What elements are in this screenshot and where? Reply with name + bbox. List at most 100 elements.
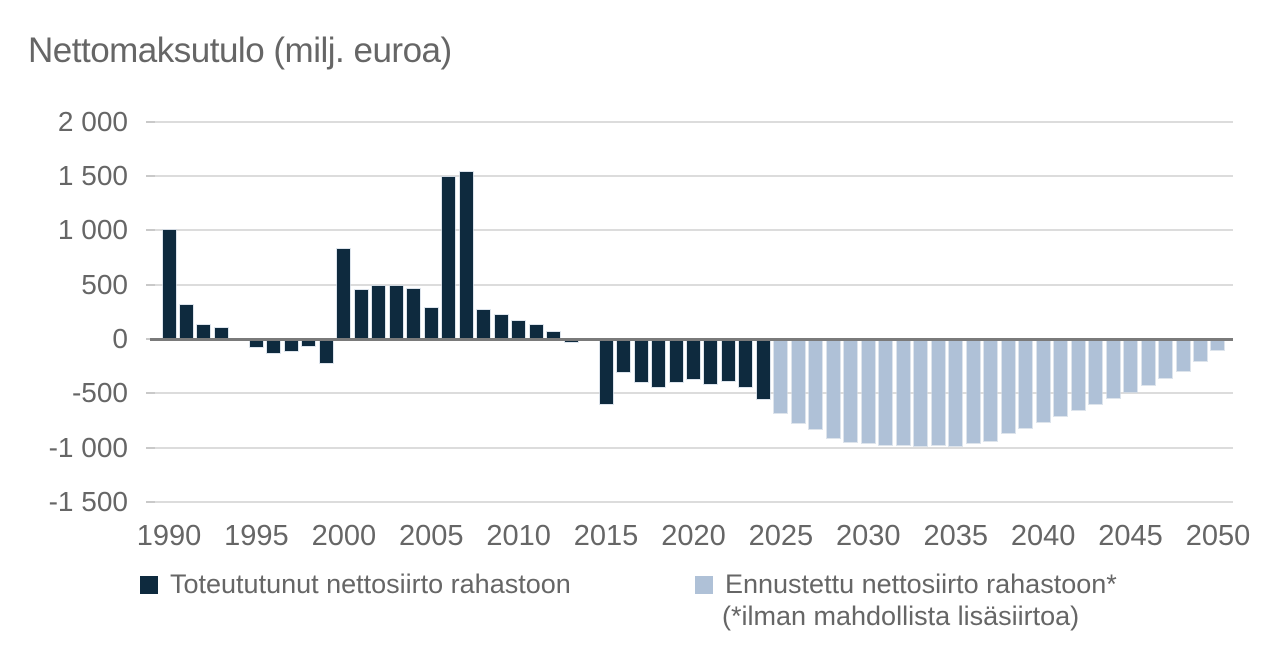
bar-1999 [319,339,333,364]
gridline--1500 [150,500,1233,503]
x-tick-label-2030: 2030 [836,520,901,552]
bar-2022 [721,339,735,382]
y-tick-label--500: -500 [71,377,128,409]
bar-2044 [1106,339,1120,399]
bar-1990 [162,230,176,339]
x-tick-label-2000: 2000 [311,520,377,552]
x-tick-label-2010: 2010 [486,520,551,552]
bar-2009 [494,315,508,339]
x-tick-label-1995: 1995 [224,520,289,552]
bar-2035 [949,339,963,446]
bar-2007 [459,171,473,339]
x-tick-label-2020: 2020 [661,520,726,552]
bar-2049 [1193,339,1207,362]
bar-2011 [529,324,543,339]
y-tick-label-2000: 2 000 [57,105,128,137]
x-tick-label-2015: 2015 [573,520,639,552]
bar-2040 [1036,339,1050,422]
y-tick-label-1500: 1 500 [57,160,128,192]
bar-2016 [617,339,631,372]
bar-2028 [826,339,840,439]
bar-2026 [791,339,805,424]
bar-2010 [512,320,526,339]
legend-label-actual: Toteututunut nettosiirto rahastoon [170,569,571,599]
x-tick-label-1990: 1990 [136,520,202,552]
bar-1993 [214,328,228,339]
bar-2042 [1071,339,1085,411]
bar-2021 [704,339,718,385]
bar-2004 [407,288,421,339]
bar-2012 [547,332,561,339]
legend-item-actual: Toteututunut nettosiirto rahastoon [140,569,571,600]
y-tick-mark-1500 [146,175,155,178]
gridline-500 [150,283,1233,286]
legend-item-forecast: Ennustettu nettosiirto rahastoon* [695,569,1117,600]
x-tick-label-2035: 2035 [923,520,988,552]
gridline--500 [150,392,1233,395]
y-tick-label-0: 0 [112,323,128,354]
y-tick-label-1000: 1 000 [57,214,128,246]
legend-swatch-actual [140,575,158,594]
bar-2034 [931,339,945,446]
bar-2038 [1001,339,1015,434]
bar-2043 [1089,339,1103,405]
y-tick-mark--1500 [146,500,155,503]
bar-2017 [634,339,648,382]
bar-1998 [302,339,316,346]
bar-2000 [337,249,351,339]
bar-2039 [1019,339,1033,429]
x-tick-label-2050: 2050 [1185,520,1251,552]
legend-label-forecast: Ennustettu nettosiirto rahastoon* [725,569,1117,599]
bar-2041 [1054,339,1068,416]
bar-2048 [1176,339,1190,372]
bar-1997 [284,339,298,351]
gridline-2000 [150,120,1233,123]
bar-2019 [669,339,683,382]
bar-2023 [739,339,753,387]
x-tick-label-2040: 2040 [1010,520,1076,552]
bar-2015 [599,339,613,405]
bar-2033 [914,339,928,446]
bar-1992 [197,324,211,339]
bar-2036 [966,339,980,443]
bar-2031 [879,339,893,445]
bar-2008 [477,309,491,339]
x-tick-label-2045: 2045 [1098,520,1163,552]
chart-title: Nettomaksutulo (milj. euroa) [28,31,452,70]
bar-2050 [1211,339,1225,351]
y-tick-label--1500: -1 500 [48,485,128,517]
bar-2046 [1141,339,1155,386]
y-tick-mark-1000 [146,229,155,232]
bar-2047 [1159,339,1173,379]
bar-2027 [809,339,823,430]
legend-swatch-forecast [695,575,713,594]
bar-2003 [389,285,403,339]
bar-2006 [442,177,456,339]
y-tick-label-500: 500 [81,268,128,300]
gridline--1000 [150,446,1233,449]
y-tick-mark-500 [146,283,155,286]
zero-axis-line [150,338,1233,341]
bar-1995 [249,339,263,347]
y-tick-mark--1000 [146,446,155,449]
bar-1991 [179,305,193,339]
x-tick-label-2025: 2025 [748,520,814,552]
bar-2005 [424,308,438,339]
bar-2030 [861,339,875,444]
gridline-1500 [150,175,1233,178]
y-tick-mark--500 [146,392,155,395]
bar-1996 [267,339,281,354]
bar-2002 [372,285,386,339]
bar-2045 [1124,339,1138,393]
bar-2018 [652,339,666,387]
bar-2037 [984,339,998,441]
bar-2029 [844,339,858,443]
y-tick-mark-2000 [146,120,155,123]
bar-2025 [774,339,788,413]
legend-footnote: (*ilman mahdollista lisäsiirtoa) [722,601,1080,631]
gridline-1000 [150,229,1233,232]
x-tick-label-2005: 2005 [398,520,464,552]
bar-2032 [896,339,910,446]
bar-2020 [686,339,700,380]
